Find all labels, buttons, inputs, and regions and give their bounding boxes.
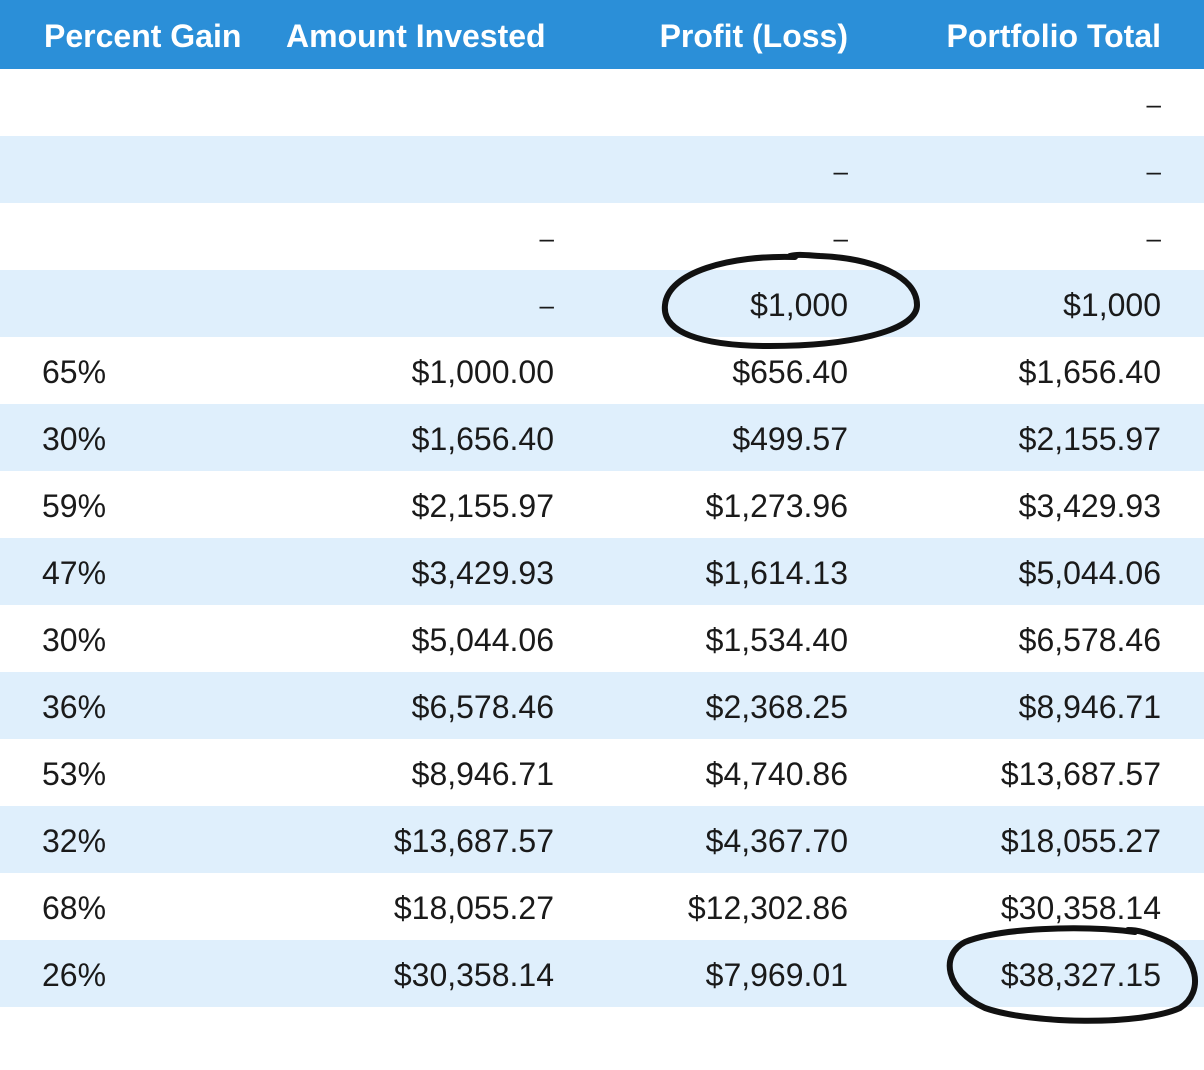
amount-invested-cell: – <box>539 223 554 253</box>
table-row: 65% $1,000.00 $656.40 $1,656.40 <box>0 337 1204 404</box>
table-row: 68% $18,055.27 $12,302.86 $30,358.14 <box>0 873 1204 940</box>
table-header: Percent Gain Amount Invested Profit (Los… <box>0 0 1204 69</box>
amount-invested-cell: $1,656.40 <box>411 421 554 457</box>
amount-invested-cell: $13,687.57 <box>393 823 554 859</box>
table-row: – $1,000 $1,000 <box>0 270 1204 337</box>
amount-invested-cell: $18,055.27 <box>393 890 554 926</box>
portfolio-total-cell: – <box>1146 89 1161 119</box>
portfolio-total-cell: – <box>1146 223 1161 253</box>
portfolio-total-cell: $38,327.15 <box>1000 957 1161 993</box>
table-row: 30% $1,656.40 $499.57 $2,155.97 <box>0 404 1204 471</box>
portfolio-total-cell: $13,687.57 <box>1000 756 1161 792</box>
portfolio-total-cell: $30,358.14 <box>1000 890 1161 926</box>
profit-loss-cell: – <box>833 156 848 186</box>
table-row: 47% $3,429.93 $1,614.13 $5,044.06 <box>0 538 1204 605</box>
profit-loss-cell: $1,273.96 <box>705 488 848 524</box>
percent-gain-cell: 68% <box>42 890 107 926</box>
amount-invested-cell: $30,358.14 <box>393 957 554 993</box>
table-row: 36% $6,578.46 $2,368.25 $8,946.71 <box>0 672 1204 739</box>
header-percent-gain: Percent Gain <box>44 18 242 54</box>
table-row: 26% $30,358.14 $7,969.01 $38,327.15 <box>0 940 1204 1007</box>
percent-gain-cell: 65% <box>42 354 107 390</box>
table-row: 59% $2,155.97 $1,273.96 $3,429.93 <box>0 471 1204 538</box>
amount-invested-cell: – <box>539 290 554 320</box>
table-row: – <box>0 69 1204 136</box>
profit-loss-cell: $4,740.86 <box>705 756 848 792</box>
portfolio-total-cell: $1,656.40 <box>1018 354 1161 390</box>
investment-table: Percent Gain Amount Invested Profit (Los… <box>0 0 1204 1007</box>
portfolio-total-cell: $6,578.46 <box>1018 622 1161 658</box>
table-row: – – <box>0 136 1204 203</box>
amount-invested-cell: $1,000.00 <box>411 354 554 390</box>
profit-loss-cell: $7,969.01 <box>705 957 848 993</box>
header-portfolio-total: Portfolio Total <box>946 18 1161 54</box>
portfolio-total-cell: $3,429.93 <box>1018 488 1161 524</box>
percent-gain-cell: 26% <box>42 957 107 993</box>
table-row: 53% $8,946.71 $4,740.86 $13,687.57 <box>0 739 1204 806</box>
header-profit-loss: Profit (Loss) <box>659 18 848 54</box>
portfolio-total-cell: $1,000 <box>1063 287 1161 323</box>
percent-gain-cell: 53% <box>42 756 107 792</box>
percent-gain-cell: 59% <box>42 488 107 524</box>
profit-loss-cell: – <box>833 223 848 253</box>
percent-gain-cell: 30% <box>42 622 107 658</box>
profit-loss-cell: $2,368.25 <box>705 689 848 725</box>
profit-loss-cell: $1,614.13 <box>705 555 848 591</box>
profit-loss-cell: $499.57 <box>732 421 848 457</box>
table-row: – – – <box>0 203 1204 270</box>
amount-invested-cell: $6,578.46 <box>411 689 554 725</box>
profit-loss-cell: $1,534.40 <box>705 622 848 658</box>
amount-invested-cell: $2,155.97 <box>411 488 554 524</box>
profit-loss-cell: $4,367.70 <box>705 823 848 859</box>
portfolio-total-cell: $18,055.27 <box>1000 823 1161 859</box>
percent-gain-cell: 30% <box>42 421 107 457</box>
amount-invested-cell: $8,946.71 <box>411 756 554 792</box>
amount-invested-cell: $3,429.93 <box>411 555 554 591</box>
percent-gain-cell: 36% <box>42 689 107 725</box>
portfolio-total-cell: – <box>1146 156 1161 186</box>
header-amount-invested: Amount Invested <box>286 18 546 54</box>
portfolio-total-cell: $8,946.71 <box>1018 689 1161 725</box>
table-row: 30% $5,044.06 $1,534.40 $6,578.46 <box>0 605 1204 672</box>
profit-loss-cell: $1,000 <box>750 287 848 323</box>
portfolio-total-cell: $5,044.06 <box>1018 555 1161 591</box>
table-row: 32% $13,687.57 $4,367.70 $18,055.27 <box>0 806 1204 873</box>
profit-loss-cell: $12,302.86 <box>687 890 848 926</box>
portfolio-total-cell: $2,155.97 <box>1018 421 1161 457</box>
percent-gain-cell: 47% <box>42 555 107 591</box>
amount-invested-cell: $5,044.06 <box>411 622 554 658</box>
percent-gain-cell: 32% <box>42 823 107 859</box>
profit-loss-cell: $656.40 <box>732 354 848 390</box>
